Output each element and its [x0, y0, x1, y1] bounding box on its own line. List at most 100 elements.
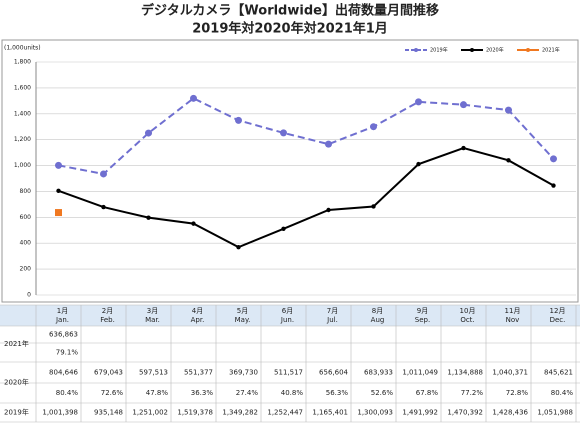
table-value: 1,134,888 — [447, 369, 483, 377]
y-tick-label: 1,000 — [14, 162, 31, 169]
table-value: 804,646 — [49, 369, 78, 377]
month-jp: 4月 — [192, 307, 203, 315]
table-header-bg — [0, 305, 580, 326]
table-value: 1,491,992 — [402, 409, 438, 417]
table-ratio: 67.8% — [416, 389, 439, 397]
month-jp: 7月 — [327, 307, 338, 315]
point — [191, 221, 196, 226]
point — [235, 116, 242, 124]
table-value: 551,377 — [184, 369, 213, 377]
point — [236, 244, 241, 250]
table-value: 1,252,447 — [267, 409, 303, 417]
table-value: 1,040,371 — [492, 369, 528, 377]
table-value: 1,251,002 — [132, 409, 168, 417]
table-value: 1,470,392 — [447, 409, 483, 417]
table-value: 683,933 — [364, 369, 393, 377]
y-tick-label: 800 — [20, 188, 32, 195]
month-en: May. — [235, 316, 251, 324]
point — [281, 226, 286, 231]
table-ratio: 72.6% — [101, 389, 124, 397]
point — [145, 129, 152, 137]
point — [146, 215, 151, 220]
month-en: Jan. — [55, 316, 69, 324]
table-ratio: 79.1% — [56, 349, 79, 357]
y-unit: (1,000units) — [4, 45, 41, 52]
month-en: Jun. — [280, 316, 294, 324]
month-jp: 11月 — [505, 307, 521, 315]
y-tick-label: 400 — [20, 240, 32, 247]
y-tick-label: 1,400 — [14, 110, 31, 117]
table-value: 679,043 — [94, 369, 123, 377]
year-label: 2019年 — [4, 408, 29, 417]
legend-label: 2019年 — [430, 47, 448, 54]
table-value: 935,148 — [94, 409, 123, 417]
table-ratio: 80.4% — [56, 389, 79, 397]
table-ratio: 56.3% — [326, 389, 349, 397]
table-value: 636,863 — [49, 331, 78, 339]
month-jp: 12月 — [550, 307, 566, 315]
table-value: 1,051,988 — [537, 409, 573, 417]
month-en: Aug — [371, 316, 385, 324]
table-ratio: 80.4% — [551, 389, 574, 397]
month-jp: 5月 — [237, 307, 248, 315]
point — [551, 183, 556, 188]
plot-frame — [1, 39, 579, 303]
table-value: 845,621 — [544, 369, 573, 377]
point — [370, 123, 377, 131]
point — [461, 145, 466, 151]
table-ratio: 40.8% — [281, 389, 304, 397]
point — [415, 98, 422, 106]
series-line — [58, 97, 555, 176]
month-jp: 3月 — [147, 307, 158, 315]
table-value: 1,011,049 — [402, 369, 438, 377]
point — [550, 155, 557, 163]
table-ratio: 27.4% — [236, 389, 259, 397]
point — [325, 140, 332, 148]
point — [416, 161, 421, 167]
table-value: 1,300,093 — [357, 409, 393, 417]
month-jp: 8月 — [372, 307, 383, 315]
table-ratio: 77.2% — [461, 389, 484, 397]
point — [56, 188, 61, 194]
month-jp: 9月 — [417, 307, 428, 315]
legend-marker — [470, 48, 474, 52]
table-value: 1,001,398 — [42, 409, 78, 417]
month-en: Oct. — [460, 316, 474, 324]
point — [190, 94, 197, 102]
y-tick-label: 1,600 — [14, 84, 31, 91]
point — [280, 129, 287, 137]
month-en: Feb. — [100, 316, 115, 324]
table-ratio: 47.8% — [146, 389, 169, 397]
year-label: 2021年 — [4, 339, 29, 348]
month-jp: 2月 — [102, 307, 113, 315]
legend-marker — [526, 48, 530, 52]
point — [460, 101, 467, 109]
table-value: 597,513 — [139, 369, 168, 377]
point — [326, 207, 331, 213]
year-label: 2020年 — [4, 378, 29, 387]
point — [55, 209, 62, 217]
legend-label: 2020年 — [486, 47, 504, 54]
month-en: Apr. — [191, 316, 205, 324]
point — [100, 170, 107, 178]
y-tick-label: 200 — [20, 266, 32, 273]
y-tick-label: 0 — [27, 292, 31, 299]
table-value: 1,165,401 — [312, 409, 348, 417]
y-tick-label: 600 — [20, 214, 32, 221]
point — [371, 204, 376, 209]
month-en: Jul. — [326, 316, 338, 324]
point — [101, 204, 106, 210]
table-ratio: 52.6% — [371, 389, 394, 397]
y-tick-label: 1,800 — [14, 59, 31, 66]
month-en: Sep. — [415, 316, 430, 324]
month-jp: 6月 — [282, 307, 293, 315]
table-value: 511,517 — [274, 369, 303, 377]
point — [55, 161, 62, 169]
point — [505, 106, 512, 114]
point — [506, 158, 511, 163]
legend-marker — [414, 48, 418, 52]
month-en: Dec. — [550, 316, 566, 324]
table-value: 656,604 — [319, 369, 348, 377]
table-value: 1,349,282 — [222, 409, 258, 417]
